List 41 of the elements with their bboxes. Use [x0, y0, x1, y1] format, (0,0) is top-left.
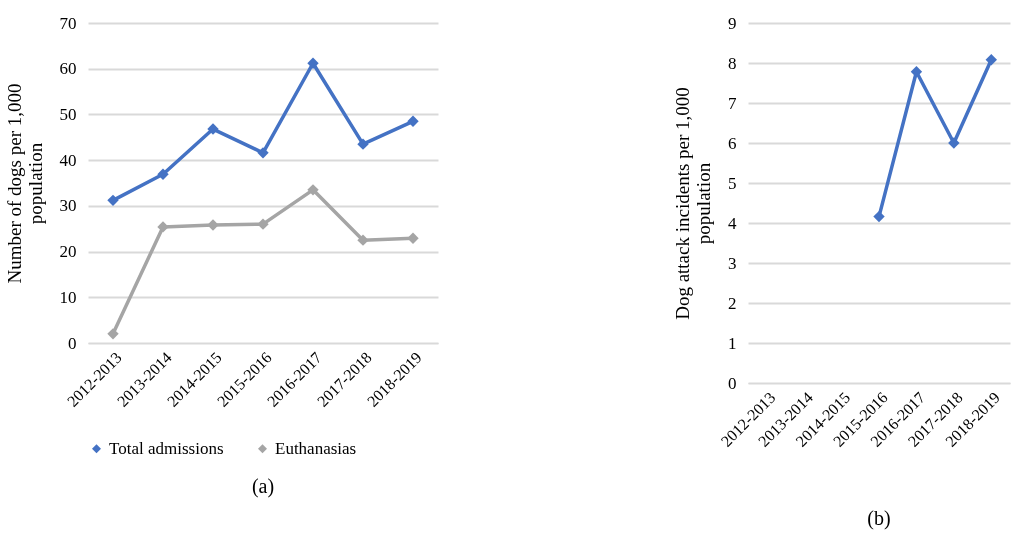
y-tick-label: 1 — [728, 333, 737, 353]
point — [107, 194, 119, 207]
y-tick-label: 40 — [59, 150, 77, 170]
y-tick-label: 70 — [59, 13, 77, 33]
y-tick-label: 0 — [728, 373, 737, 393]
y-tick-label: 0 — [68, 333, 77, 353]
point — [407, 232, 419, 245]
point — [985, 54, 997, 66]
point — [107, 328, 119, 340]
point — [207, 219, 219, 231]
y-tick-label: 7 — [728, 93, 737, 113]
y-tick-label: 5 — [728, 173, 737, 193]
y-tick-label: 50 — [59, 104, 77, 124]
y-tick-label: 9 — [728, 13, 737, 33]
point — [257, 147, 269, 159]
y-tick-label: 2 — [728, 293, 737, 313]
text: (b) — [867, 507, 891, 531]
y-tick-label: 30 — [59, 196, 77, 216]
y-tick-label: 60 — [59, 59, 77, 79]
point — [357, 234, 369, 246]
point — [157, 221, 169, 233]
point — [407, 115, 419, 127]
legend-label: Total admissions — [109, 438, 224, 458]
point — [307, 184, 319, 196]
point — [948, 137, 960, 149]
y-axis-title: Dog attack incidents per 1,000 population — [672, 87, 714, 320]
legend-label: Euthanasias — [275, 438, 357, 458]
y-axis-title: Number of dogs per 1,000 population — [3, 83, 46, 284]
y-tick-label: 20 — [59, 242, 77, 262]
point — [157, 168, 169, 181]
text: (a) — [251, 475, 275, 498]
point — [307, 57, 319, 69]
y-tick-label: 8 — [728, 53, 737, 73]
y-tick-label: 10 — [59, 287, 77, 307]
point — [357, 138, 369, 150]
point — [207, 123, 219, 135]
y-tick-label: 6 — [728, 133, 737, 153]
y-tick-label: 4 — [728, 213, 737, 233]
y-tick-label: 3 — [728, 253, 737, 273]
point — [910, 66, 923, 78]
point — [873, 210, 885, 223]
